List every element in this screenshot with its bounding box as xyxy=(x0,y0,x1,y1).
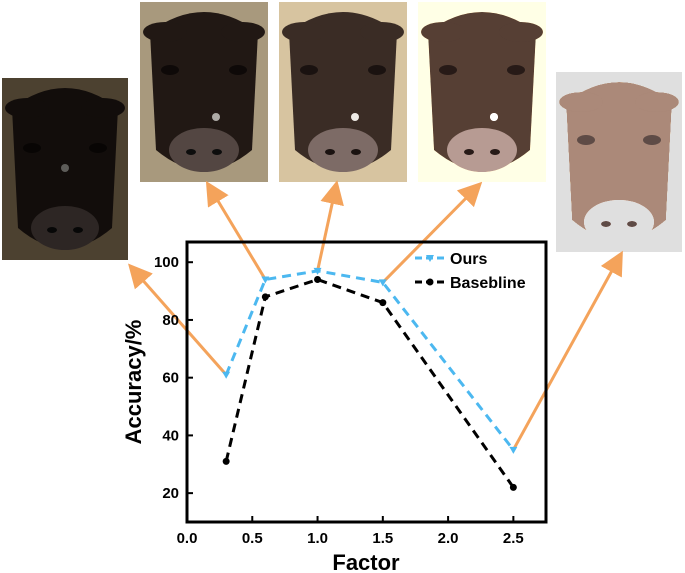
cow-photo-factor-1.0 xyxy=(279,2,407,182)
cow-photo-factor-2.5 xyxy=(556,72,682,252)
data-point-basebline xyxy=(222,457,230,465)
cow-face-image xyxy=(140,2,268,182)
arrow-layer xyxy=(128,180,623,451)
y-tick-label: 80 xyxy=(162,312,179,329)
y-axis-title: Accuracy/% xyxy=(121,320,146,445)
data-point-basebline xyxy=(379,299,387,307)
cow-photo-factor-0.6 xyxy=(140,2,268,182)
photo-arrow xyxy=(205,180,267,281)
x-tick-label: 0.0 xyxy=(177,530,198,547)
y-tick-label: 20 xyxy=(162,485,179,502)
series-layer xyxy=(222,267,518,491)
photo-arrow xyxy=(512,250,623,451)
y-tick-label: 60 xyxy=(162,370,179,387)
series-line-ours xyxy=(224,269,515,451)
x-tick-label: 1.5 xyxy=(372,530,393,547)
cow-face-image xyxy=(556,72,682,252)
legend-marker-basebline xyxy=(426,278,434,286)
x-tick-label: 2.5 xyxy=(503,530,524,547)
axes: 0.0 0.5 1.0 1.5 2.0 2.5 20 40 60 80 100 xyxy=(154,254,524,547)
data-point-ours xyxy=(378,279,387,287)
cow-photo-factor-0.3 xyxy=(2,78,128,260)
legend-marker-ours xyxy=(426,255,434,262)
data-point-basebline xyxy=(509,483,517,491)
cow-face-image xyxy=(279,2,407,182)
legend-label-ours: Ours xyxy=(450,251,487,268)
data-point-ours xyxy=(261,276,270,284)
data-point-basebline xyxy=(314,276,322,284)
x-axis-title: Factor xyxy=(332,550,400,573)
data-point-ours xyxy=(509,446,518,454)
cow-face-image xyxy=(2,78,128,260)
series-line-basebline xyxy=(224,277,515,489)
photo-arrow xyxy=(128,263,228,376)
x-tick-label: 0.5 xyxy=(242,530,263,547)
cow-face-image xyxy=(418,2,546,182)
y-tick-label: 100 xyxy=(154,254,179,271)
x-tick-label: 1.0 xyxy=(307,530,328,547)
photo-arrow xyxy=(381,181,483,284)
legend: Ours Basebline xyxy=(415,251,526,292)
data-point-basebline xyxy=(261,293,269,301)
photo-arrow xyxy=(316,180,344,272)
plot-frame xyxy=(185,240,548,524)
x-tick-label: 2.0 xyxy=(438,530,459,547)
cow-photo-factor-1.5 xyxy=(418,2,546,182)
y-tick-label: 40 xyxy=(162,427,179,444)
legend-label-basebline: Basebline xyxy=(450,275,526,292)
data-point-ours xyxy=(313,267,322,275)
data-point-ours xyxy=(222,371,231,379)
